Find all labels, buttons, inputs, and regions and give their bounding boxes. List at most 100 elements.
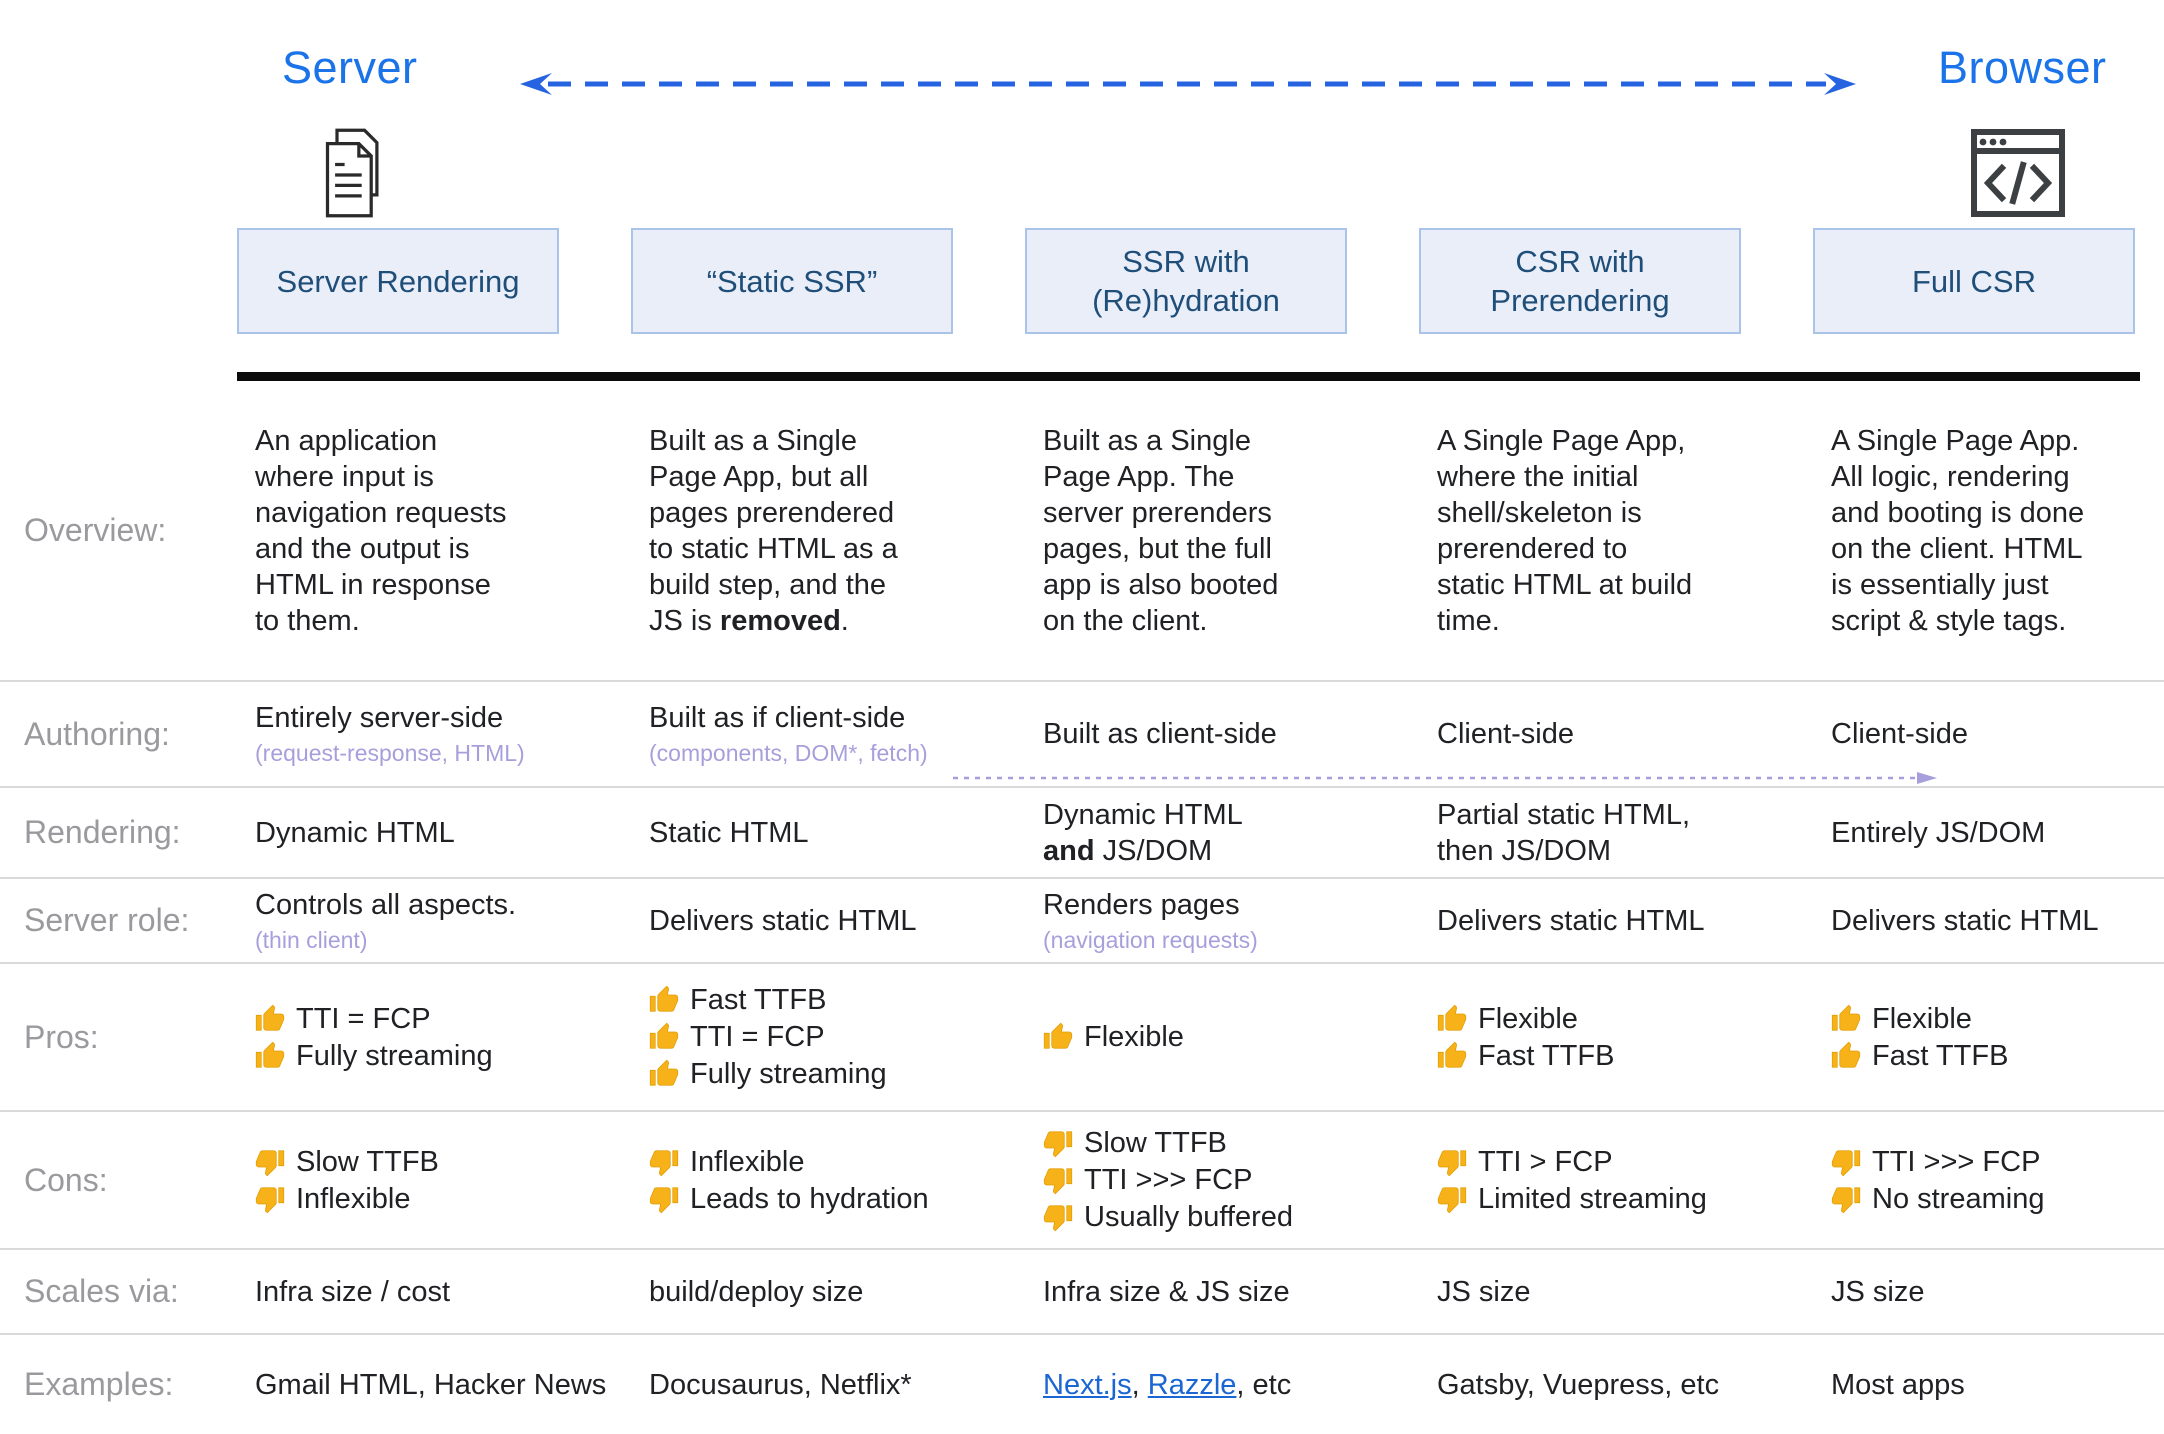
thumbs-up-icon (255, 1041, 285, 1071)
overview-static-ssr: Built as a Single Page App, but all page… (649, 424, 898, 637)
overview-csr-prerendering: A Single Page App, where the initial she… (1437, 424, 1693, 637)
thumbs-down-icon (649, 1147, 679, 1177)
document-icon (325, 128, 379, 218)
con-item: TTI >>> FCP (1831, 1145, 2150, 1179)
con-item: TTI > FCP (1437, 1145, 1799, 1179)
razzle-link[interactable]: Razzle (1147, 1368, 1237, 1401)
browser-window-icon (1971, 129, 2065, 217)
server-role-caption-ssr-rehydration: (navigation requests) (1043, 926, 1258, 953)
thumbs-down-icon (649, 1184, 679, 1214)
client-side-trend-arrow (953, 772, 1937, 784)
pro-item: Flexible (1437, 1002, 1799, 1036)
column-header-full-csr: Full CSR (1813, 228, 2135, 334)
spectrum-header: Server Browser (0, 0, 2164, 228)
con-item: No streaming (1831, 1182, 2150, 1216)
authoring-ssr-rehydration: Built as client-side (1043, 718, 1277, 750)
row-cons: Cons: Slow TTFB Inflexible Inflexible Le… (0, 1112, 2164, 1250)
column-headers-row: Server Rendering “Static SSR” SSR with (… (0, 228, 2164, 334)
scales-static-ssr: build/deploy size (649, 1275, 864, 1308)
authoring-caption-static-ssr: (components, DOM*, fetch) (649, 740, 928, 766)
rendering-full-csr: Entirely JS/DOM (1831, 816, 2046, 849)
authoring-static-ssr: Built as if client-side (649, 702, 906, 734)
row-label-overview: Overview: (24, 512, 167, 548)
con-item: Inflexible (255, 1182, 617, 1216)
thumbs-down-icon (255, 1147, 285, 1177)
pro-item: Fully streaming (255, 1039, 617, 1073)
thumbs-up-icon (255, 1004, 285, 1034)
server-role-static-ssr: Delivers static HTML (649, 904, 917, 937)
examples-full-csr: Most apps (1831, 1368, 1965, 1401)
thumbs-up-icon (1831, 1041, 1861, 1071)
thumbs-up-icon (1831, 1004, 1861, 1034)
browser-label: Browser (1938, 42, 2107, 93)
row-overview: Overview: An application where input is … (0, 381, 2164, 682)
thumbs-down-icon (1043, 1128, 1073, 1158)
thumbs-down-icon (1437, 1184, 1467, 1214)
row-label-pros: Pros: (24, 1018, 99, 1055)
row-authoring: Authoring: Entirely server-side (request… (0, 682, 2164, 788)
overview-ssr-rehydration: Built as a Single Page App. The server p… (1043, 424, 1279, 637)
rendering-static-ssr: Static HTML (649, 816, 809, 849)
row-scales-via: Scales via: Infra size / cost build/depl… (0, 1250, 2164, 1335)
scales-ssr-rehydration: Infra size & JS size (1043, 1275, 1290, 1308)
pro-item: Fast TTFB (1437, 1039, 1799, 1073)
examples-csr-prerendering: Gatsby, Vuepress, etc (1437, 1368, 1720, 1401)
thumbs-up-icon (1437, 1004, 1467, 1034)
pro-item: Flexible (1831, 1002, 2150, 1036)
con-item: TTI >>> FCP (1043, 1163, 1405, 1197)
column-header-static-ssr: “Static SSR” (631, 228, 953, 334)
server-role-ssr-rehydration: Renders pages (1043, 888, 1240, 921)
pro-item: Fast TTFB (1831, 1039, 2150, 1073)
row-pros: Pros: TTI = FCP Fully streaming Fast TTF… (0, 964, 2164, 1112)
column-header-ssr-rehydration: SSR with (Re)hydration (1025, 228, 1347, 334)
rendering-csr-prerendering: Partial static HTML, then JS/DOM (1437, 798, 1690, 867)
overview-server-rendering: An application where input is navigation… (255, 424, 507, 637)
row-label-authoring: Authoring: (24, 715, 170, 752)
row-rendering: Rendering: Dynamic HTML Static HTML Dyna… (0, 788, 2164, 879)
scales-full-csr: JS size (1831, 1275, 1925, 1308)
row-label-rendering: Rendering: (24, 814, 181, 850)
examples-static-ssr: Docusaurus, Netflix* (649, 1368, 912, 1401)
pro-item: TTI = FCP (649, 1020, 1011, 1054)
thumbs-down-icon (1437, 1147, 1467, 1177)
server-role-full-csr: Delivers static HTML (1831, 904, 2099, 937)
column-header-server-rendering: Server Rendering (237, 228, 559, 334)
authoring-server-rendering: Entirely server-side (255, 702, 504, 734)
rendering-ssr-rehydration: Dynamic HTML and JS/DOM (1043, 798, 1243, 867)
row-server-role: Server role: Controls all aspects. (thin… (0, 879, 2164, 964)
server-role-csr-prerendering: Delivers static HTML (1437, 904, 1705, 937)
thumbs-up-icon (649, 1022, 679, 1052)
con-item: Leads to hydration (649, 1182, 1011, 1216)
pro-item: Flexible (1043, 1020, 1405, 1054)
examples-server-rendering: Gmail HTML, Hacker News (255, 1368, 607, 1401)
thumbs-up-icon (649, 985, 679, 1015)
authoring-full-csr: Client-side (1831, 718, 1968, 750)
scales-server-rendering: Infra size / cost (255, 1275, 451, 1308)
examples-ssr-rehydration: Next.js, Razzle, etc (1043, 1368, 1292, 1401)
header-divider (237, 372, 2140, 381)
thumbs-up-icon (649, 1059, 679, 1089)
nextjs-link[interactable]: Next.js (1043, 1368, 1132, 1401)
thumbs-up-icon (1043, 1022, 1073, 1052)
authoring-caption-server-rendering: (request-response, HTML) (255, 740, 525, 766)
row-label-cons: Cons: (24, 1161, 108, 1198)
scales-csr-prerendering: JS size (1437, 1275, 1531, 1308)
pro-item: Fully streaming (649, 1057, 1011, 1091)
thumbs-down-icon (1043, 1202, 1073, 1232)
authoring-csr-prerendering: Client-side (1437, 718, 1574, 750)
pro-item: TTI = FCP (255, 1002, 617, 1036)
con-item: Usually buffered (1043, 1200, 1405, 1234)
pro-item: Fast TTFB (649, 983, 1011, 1017)
column-header-csr-prerendering: CSR with Prerendering (1419, 228, 1741, 334)
server-label: Server (282, 42, 418, 93)
row-label-examples: Examples: (24, 1366, 174, 1402)
row-label-scales-via: Scales via: (24, 1273, 179, 1309)
server-role-caption-server-rendering: (thin client) (255, 926, 368, 953)
con-item: Slow TTFB (1043, 1126, 1405, 1160)
server-browser-arrow (520, 73, 1856, 95)
thumbs-down-icon (255, 1184, 285, 1214)
thumbs-down-icon (1831, 1184, 1861, 1214)
overview-full-csr: A Single Page App. All logic, rendering … (1831, 424, 2085, 637)
row-label-server-role: Server role: (24, 902, 190, 938)
thumbs-down-icon (1043, 1165, 1073, 1195)
